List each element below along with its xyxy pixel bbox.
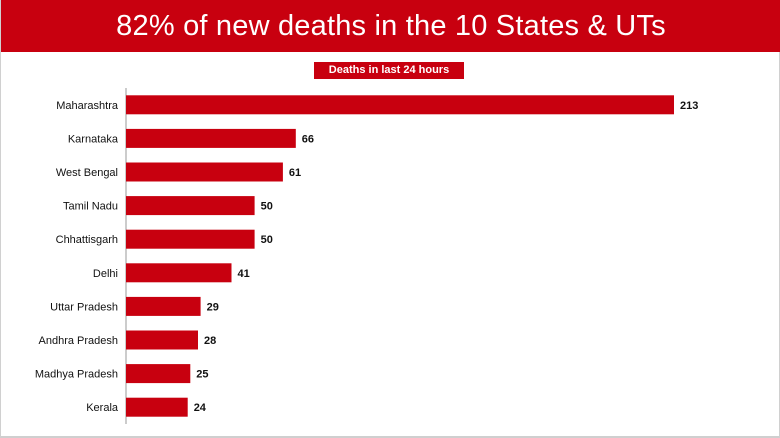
- category-label: Uttar Pradesh: [50, 301, 118, 313]
- bar-west-bengal: [126, 162, 283, 182]
- page-title: 82% of new deaths in the 10 States & UTs: [1, 0, 780, 52]
- value-label: 24: [194, 402, 207, 414]
- value-label: 29: [207, 301, 219, 313]
- category-label: Delhi: [93, 268, 118, 280]
- bar-chhattisgarh: [126, 229, 255, 249]
- category-label: Maharashtra: [56, 100, 119, 112]
- chart-title: Deaths in last 24 hours: [314, 62, 464, 79]
- category-label: Andhra Pradesh: [39, 335, 119, 347]
- value-label: 50: [261, 201, 273, 213]
- bar-andhra-pradesh: [126, 330, 198, 350]
- category-label: Tamil Nadu: [63, 201, 118, 213]
- bar-delhi: [126, 263, 232, 283]
- bar-kerala: [126, 397, 188, 417]
- value-label: 66: [302, 133, 314, 145]
- bar-uttar-pradesh: [126, 296, 201, 316]
- category-label: West Bengal: [56, 167, 118, 179]
- category-label: Karnataka: [68, 133, 119, 145]
- value-label: 50: [261, 234, 273, 246]
- bar-madhya-pradesh: [126, 364, 191, 384]
- bar-maharashtra: [126, 95, 674, 115]
- value-label: 213: [680, 100, 698, 112]
- category-label: Kerala: [86, 402, 119, 414]
- category-label: Chhattisgarh: [56, 234, 118, 246]
- bar-tamil-nadu: [126, 196, 255, 216]
- category-label: Madhya Pradesh: [35, 369, 118, 381]
- value-label: 28: [204, 335, 216, 347]
- value-label: 41: [238, 268, 250, 280]
- value-label: 25: [196, 369, 208, 381]
- value-label: 61: [289, 167, 301, 179]
- bar-karnataka: [126, 128, 296, 148]
